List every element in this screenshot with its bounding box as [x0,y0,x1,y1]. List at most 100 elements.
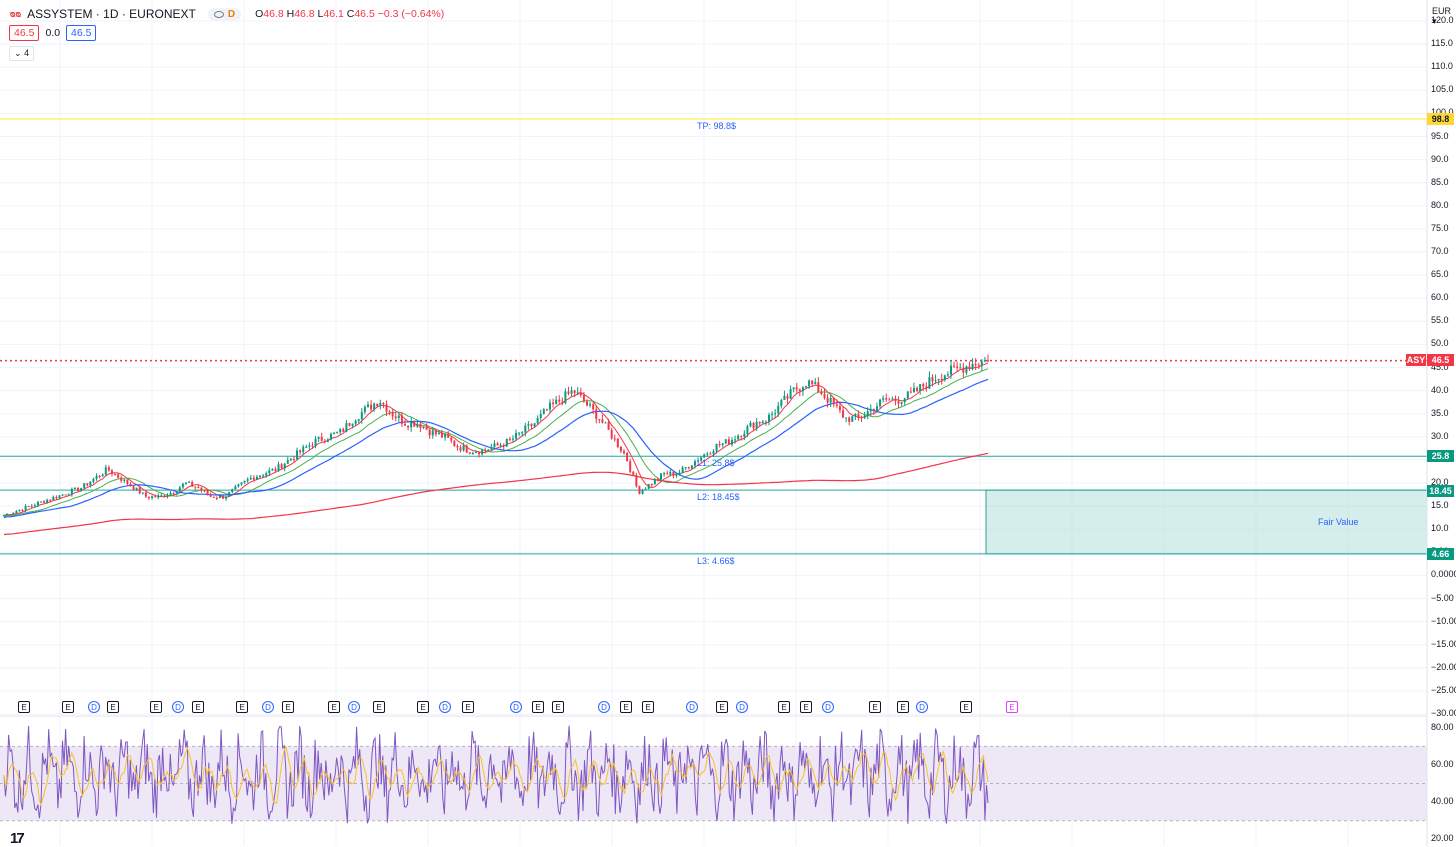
candle-body [767,414,770,422]
candle-body [286,460,289,464]
indicators-toggle[interactable]: ⌄ 4 [9,46,35,61]
candle-body [801,387,804,391]
candle-body [573,390,576,393]
l3-label[interactable]: L3: 4.66$ [697,556,735,566]
candle-body [789,389,792,399]
candle-body [931,377,934,382]
dividend-marker[interactable]: D [88,701,100,713]
candle-body [107,467,110,471]
earnings-marker[interactable]: E [778,701,790,713]
earnings-marker[interactable]: E [107,701,119,713]
price-tick-label: 50.0 [1431,338,1449,349]
earnings-marker[interactable]: E [18,701,30,713]
earnings-marker[interactable]: E [373,701,385,713]
candle-body [838,406,841,411]
open-value: 46.8 [263,8,284,20]
candle-body [912,387,915,393]
candle-body [601,419,604,423]
sell-button[interactable]: 46.5 [9,25,40,41]
earnings-marker[interactable]: E [192,701,204,713]
candle-body [40,501,43,503]
earnings-marker[interactable]: E [897,701,909,713]
tradingview-logo-icon[interactable]: 17 [10,830,25,847]
candle-body [30,505,33,507]
dividend-marker[interactable]: D [510,701,522,713]
candle-body [55,496,58,499]
candle-body [123,479,126,481]
earnings-marker[interactable]: E [462,701,474,713]
earnings-marker[interactable]: E [642,701,654,713]
chevron-down-icon: ⌄ [14,48,22,58]
earnings-marker[interactable]: E [328,701,340,713]
candle-body [67,494,70,496]
candle-body [684,467,687,469]
candle-body [459,447,462,451]
candle-body [545,409,548,411]
earnings-marker[interactable]: E [800,701,812,713]
candle-body [444,433,447,438]
candle-body [746,426,749,434]
l1-label[interactable]: L1: 25.8$ [697,458,735,468]
dividend-marker[interactable]: D [439,701,451,713]
candle-body [104,467,107,475]
dividend-marker[interactable]: D [262,701,274,713]
candle-body [968,366,971,370]
earnings-marker[interactable]: E [620,701,632,713]
candle-body [888,399,891,401]
candle-body [437,432,440,435]
earnings-marker[interactable]: E [282,701,294,713]
candle-body [311,445,314,447]
l2-label[interactable]: L2: 18.45$ [697,492,740,502]
candle-body [511,438,514,440]
candle-body [218,495,221,499]
fair-value-zone[interactable] [985,489,1428,555]
dividend-marker[interactable]: D [736,701,748,713]
candle-body [265,473,268,476]
candle-body [845,417,848,419]
earnings-marker[interactable]: E [417,701,429,713]
dividend-marker[interactable]: D [916,701,928,713]
data-status-pill[interactable]: D [207,7,242,21]
candle-body [851,416,854,422]
dividend-marker[interactable]: D [348,701,360,713]
candle-body [129,484,132,487]
candle-body [280,464,283,469]
symbol-header[interactable]: ᴓᴓ ASSYSTEM · 1D · EURONEXT D O46.8 H46.… [10,7,444,21]
candle-body [154,496,157,498]
candle-body [663,473,666,475]
candle-body [484,449,487,451]
fair-value-label[interactable]: Fair Value [1318,517,1359,527]
earnings-marker[interactable]: E [960,701,972,713]
upcoming-earnings-marker[interactable]: E [1006,701,1018,713]
dividend-marker[interactable]: D [686,701,698,713]
earnings-marker[interactable]: E [150,701,162,713]
earnings-marker[interactable]: E [62,701,74,713]
currency-selector[interactable]: EUR ▾ [1432,6,1452,26]
candle-body [89,481,92,486]
candle-body [977,365,980,367]
buy-button[interactable]: 46.5 [66,25,97,41]
candle-body [552,402,555,404]
dividend-marker[interactable]: D [822,701,834,713]
earnings-marker[interactable]: E [236,701,248,713]
price-tick-label: 80.0 [1431,199,1449,210]
candle-body [404,423,407,426]
candle-body [157,495,160,498]
price-tick-label: 90.0 [1431,153,1449,164]
candle-body [953,365,956,367]
tp-label[interactable]: TP: 98.8$ [697,121,737,131]
candle-body [302,446,305,453]
symbol-title[interactable]: ASSYSTEM · 1D · EURONEXT [27,7,196,21]
earnings-marker[interactable]: E [716,701,728,713]
earnings-marker[interactable]: E [869,701,881,713]
candle-body [181,483,184,488]
candle-body [536,418,539,424]
dividend-marker[interactable]: D [598,701,610,713]
candle-body [83,483,86,489]
earnings-marker[interactable]: E [552,701,564,713]
price-tick-label: 15.0 [1431,500,1449,511]
earnings-marker[interactable]: E [532,701,544,713]
candle-body [314,438,317,447]
dividend-marker[interactable]: D [172,701,184,713]
